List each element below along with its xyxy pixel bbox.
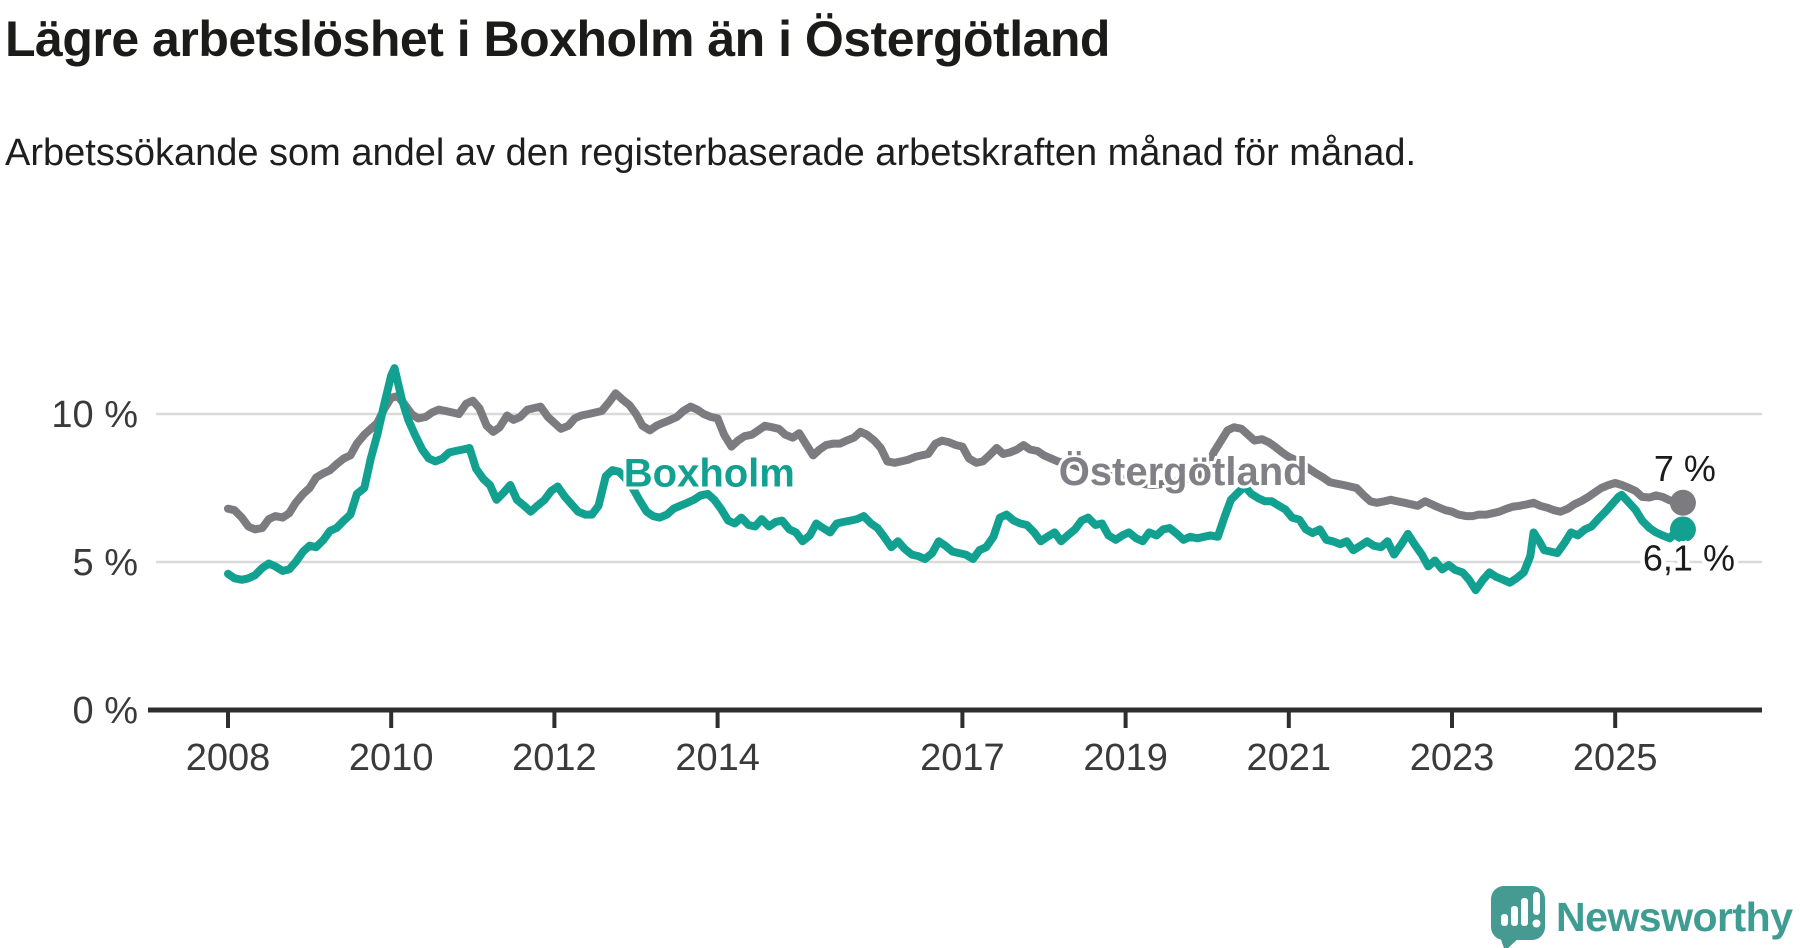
x-tick-label: 2019: [1083, 737, 1168, 779]
chart-subtitle: Arbetssökande som andel av den registerb…: [5, 132, 1417, 174]
end-label-östergötland: 7 %: [1654, 448, 1716, 489]
end-label-boxholm: 6,1 %: [1643, 537, 1735, 578]
newsworthy-logo-bubble-tail-icon: [1499, 934, 1523, 948]
x-tick-label: 2021: [1247, 737, 1332, 779]
series-label-boxholm: Boxholm: [624, 452, 795, 496]
page-title: Lägre arbetslöshet i Boxholm än i Österg…: [5, 11, 1110, 67]
series-line-boxholm: [224, 364, 1687, 595]
series-line-östergötland: [224, 389, 1687, 534]
exclamation-icon: [1532, 892, 1541, 928]
x-tick-label: 2025: [1573, 737, 1658, 779]
x-tick-label: 2012: [512, 737, 597, 779]
y-tick-label: 5 %: [73, 542, 138, 584]
end-dot-östergötland: [1669, 489, 1696, 516]
newsworthy-logo-text: Newsworthy: [1556, 894, 1793, 940]
bar-chart-icon: [1501, 898, 1528, 926]
plot-area: 0 % 5 % 10 % 2008 2010 2012 2014 2017 2019 2021 20…: [51, 364, 1762, 779]
x-tick-label: 2023: [1410, 737, 1495, 779]
series-label-östergötland: Östergötland: [1059, 449, 1308, 494]
y-tick-label: 0 %: [73, 690, 138, 732]
x-tick-label: 2017: [920, 737, 1005, 779]
end-dot-boxholm: [1669, 516, 1696, 543]
x-tick-label: 2014: [675, 737, 760, 779]
x-tick-label: 2008: [186, 737, 271, 779]
newsworthy-logo[interactable]: Newsworthy: [1491, 886, 1794, 948]
x-tick-label: 2010: [349, 737, 434, 779]
y-tick-label: 10 %: [51, 394, 138, 436]
